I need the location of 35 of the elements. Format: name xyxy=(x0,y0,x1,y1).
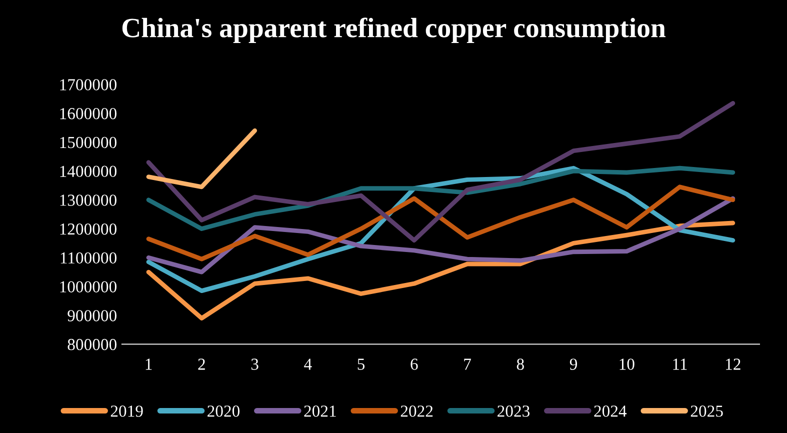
x-tick-label: 2 xyxy=(198,358,205,370)
y-tick-label: 1100000 xyxy=(60,252,116,264)
legend-label: 2020 xyxy=(208,406,240,417)
line-series xyxy=(146,166,736,231)
y-tick-label: 1700000 xyxy=(60,79,116,90)
y-tick-label: 1000000 xyxy=(60,281,116,292)
legend-label: 2025 xyxy=(690,406,723,417)
x-tick-label: 3 xyxy=(251,358,258,370)
x-tick-label: 4 xyxy=(304,358,312,370)
x-tick-label: 5 xyxy=(358,358,365,370)
legend-label: 2024 xyxy=(594,406,627,417)
legend-label: 2019 xyxy=(110,406,143,417)
y-tick-label: 1500000 xyxy=(60,136,116,148)
x-tick-label: 1 xyxy=(146,358,152,370)
x-tick-label: 10 xyxy=(620,358,634,370)
y-tick-label: 900000 xyxy=(68,310,116,322)
legend-label: 2022 xyxy=(400,406,433,417)
line-series xyxy=(146,184,736,262)
x-tick-label: 9 xyxy=(570,358,578,370)
y-tick-label: 1400000 xyxy=(60,166,116,177)
line-series xyxy=(146,220,736,320)
x-tick-label: 6 xyxy=(410,358,418,370)
line-series xyxy=(146,196,736,274)
x-tick-label: 12 xyxy=(726,358,740,370)
legend-label: 2023 xyxy=(498,406,530,417)
chart-title: China's apparent refined copper consumption xyxy=(122,18,666,44)
y-tick-label: 800000 xyxy=(68,338,116,350)
x-tick-label: 7 xyxy=(464,358,471,370)
y-tick-label: 1300000 xyxy=(60,194,116,206)
legend-label: 2021 xyxy=(304,406,336,417)
x-tick-label: 11 xyxy=(673,358,687,370)
y-tick-label: 1200000 xyxy=(60,223,116,235)
x-tick-label: 8 xyxy=(516,358,524,370)
y-tick-label: 1600000 xyxy=(60,108,116,120)
line-series xyxy=(146,100,736,243)
